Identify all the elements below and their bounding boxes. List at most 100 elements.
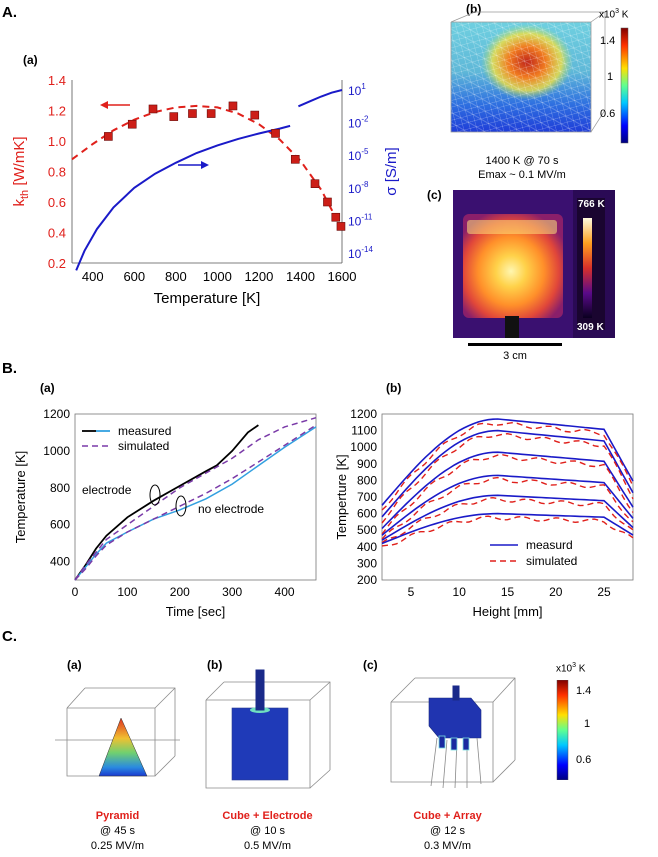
y-tick-label: 1200 bbox=[350, 407, 377, 421]
kth-fit-line bbox=[71, 104, 343, 230]
x-tick-label: 1200 bbox=[244, 269, 273, 284]
y-right-tick-exp: -2 bbox=[361, 115, 369, 124]
sim3d-colorbar-tick-min: 0.6 bbox=[600, 108, 616, 120]
pyramid-sim-image bbox=[55, 687, 180, 777]
x-tick-label: 200 bbox=[170, 585, 190, 599]
x-axis-title: Height [mm] bbox=[472, 604, 542, 619]
thermal-max-label: 766 K bbox=[578, 199, 605, 210]
cube-array-title: Cube + Array bbox=[413, 810, 482, 822]
panel-c-b-label: (b) bbox=[207, 658, 223, 672]
panel-b-a-label: (a) bbox=[40, 381, 55, 395]
x-tick-label: 5 bbox=[408, 585, 415, 599]
plot-frame bbox=[381, 413, 634, 581]
y-right-tick-exp: -8 bbox=[361, 180, 369, 189]
panel-c-colorbar bbox=[556, 680, 569, 780]
sim3d-colorbar-unit: x103 K bbox=[599, 8, 629, 21]
sim3d-colorbar-tick-mid: 1 bbox=[607, 71, 614, 83]
simulated-profile-line bbox=[381, 515, 634, 547]
temperature-height-chart: 5 10 15 20 25 200 300 400 500 600 700 800 900 1000 110… bbox=[334, 407, 634, 619]
annotation-no-electrode-circle bbox=[175, 495, 187, 517]
y-right-tick-label: 10-8 bbox=[348, 180, 369, 196]
kth-data-point bbox=[331, 212, 341, 222]
kth-data-point bbox=[250, 110, 260, 120]
y-left-axis-title-unit: [W/mK] bbox=[11, 136, 28, 189]
simulated-profile-line bbox=[381, 476, 634, 540]
simulated-profile-line bbox=[381, 496, 634, 544]
y-right-tick-base: 10 bbox=[348, 117, 362, 131]
legend-simulated: simulated bbox=[526, 554, 577, 568]
y-tick-label: 800 bbox=[357, 473, 377, 487]
series-line bbox=[74, 426, 317, 581]
cube-array-field: 0.3 MV/m bbox=[423, 840, 472, 852]
panel-c-colorbar-tick-max: 1.4 bbox=[576, 685, 592, 697]
x-tick-label: 400 bbox=[82, 269, 104, 284]
simulated-profile-line bbox=[381, 432, 634, 524]
y-right-axis-title: σ [S/m] bbox=[383, 147, 400, 195]
y-tick-label: 500 bbox=[357, 523, 377, 537]
y-right-tick-exp: -11 bbox=[361, 212, 373, 221]
plot-frame bbox=[74, 413, 317, 581]
measured-profile-line bbox=[381, 418, 634, 506]
y-right-tick-label: 101 bbox=[348, 82, 366, 98]
y-tick-label: 900 bbox=[357, 457, 377, 471]
x-tick-label: 1400 bbox=[286, 269, 315, 284]
y-left-tick-label: 0.2 bbox=[48, 256, 66, 271]
y-tick-label: 1200 bbox=[43, 407, 70, 421]
y-left-tick-label: 1.4 bbox=[48, 73, 66, 88]
y-axis-title: Temperature [K] bbox=[13, 451, 28, 544]
y-tick-label: 200 bbox=[357, 573, 377, 587]
kth-data-point bbox=[290, 155, 300, 164]
y-right-tick-label: 10-11 bbox=[348, 212, 373, 228]
measured-profile-line bbox=[381, 451, 634, 530]
y-right-tick-label: 10-2 bbox=[348, 115, 369, 131]
kth-data-point bbox=[228, 101, 238, 111]
x-axis-title: Temperature [K] bbox=[154, 290, 261, 307]
sigma-line-high bbox=[298, 89, 343, 108]
section-a-label: A. bbox=[2, 4, 17, 21]
series-line bbox=[74, 424, 317, 581]
cube-electrode-sim-image bbox=[205, 669, 331, 789]
kth-data-point bbox=[271, 129, 280, 138]
y-right-tick-label: 10-5 bbox=[348, 147, 369, 163]
measured-profile-line bbox=[381, 494, 634, 541]
simulated-profile-line bbox=[381, 421, 634, 511]
y-tick-label: 1100 bbox=[351, 424, 377, 438]
cube-electrode-time: @ 10 s bbox=[249, 825, 285, 837]
annotation-electrode: electrode bbox=[82, 483, 132, 497]
legend-simulated: simulated bbox=[118, 439, 169, 453]
temperature-time-chart: 0 100 200 300 400 400 600 800 1000 1200 Time [sec]… bbox=[13, 407, 317, 619]
kth-data-point bbox=[127, 119, 137, 129]
cube-array-time: @ 12 s bbox=[429, 825, 465, 837]
y-left-tick-label: 0.8 bbox=[48, 165, 66, 180]
section-c-label: C. bbox=[2, 628, 17, 645]
panel-c-colorbar-tick-mid: 1 bbox=[584, 718, 591, 730]
measured-profile-line bbox=[381, 429, 634, 518]
left-arrow-head bbox=[100, 101, 108, 109]
panel-a-a-label: (a) bbox=[23, 53, 38, 67]
scale-bar-label: 3 cm bbox=[503, 350, 527, 362]
pyramid-field: 0.25 MV/m bbox=[90, 840, 145, 852]
kth-data-point bbox=[336, 222, 346, 231]
y-left-axis-title-sub: th bbox=[19, 190, 31, 199]
sim3d-caption-temp: 1400 K @ 70 s bbox=[485, 155, 559, 167]
y-right-tick-exp: -5 bbox=[361, 147, 369, 156]
sigma-line-low bbox=[75, 124, 291, 271]
pyramid-time: @ 45 s bbox=[99, 825, 135, 837]
kth-data-point bbox=[188, 109, 197, 118]
sim-3d-cube-image bbox=[450, 11, 629, 144]
y-tick-label: 300 bbox=[357, 556, 377, 570]
kth-data-point bbox=[310, 179, 320, 188]
sim3d-colorbar-tick-max: 1.4 bbox=[600, 35, 616, 47]
y-tick-label: 1000 bbox=[43, 444, 70, 458]
thermal-camera-image bbox=[453, 190, 615, 338]
x-axis-title: Time [sec] bbox=[166, 604, 225, 619]
y-right-tick-base: 10 bbox=[348, 214, 362, 228]
series-line bbox=[74, 424, 259, 581]
y-tick-label: 600 bbox=[50, 518, 70, 532]
panel-c-c-label: (c) bbox=[363, 658, 378, 672]
y-tick-label: 400 bbox=[357, 540, 377, 554]
y-right-tick-exp: -14 bbox=[361, 245, 373, 254]
series-line bbox=[74, 416, 317, 581]
panel-c-colorbar-tick-min: 0.6 bbox=[576, 754, 592, 766]
y-tick-label: 1000 bbox=[350, 440, 377, 454]
